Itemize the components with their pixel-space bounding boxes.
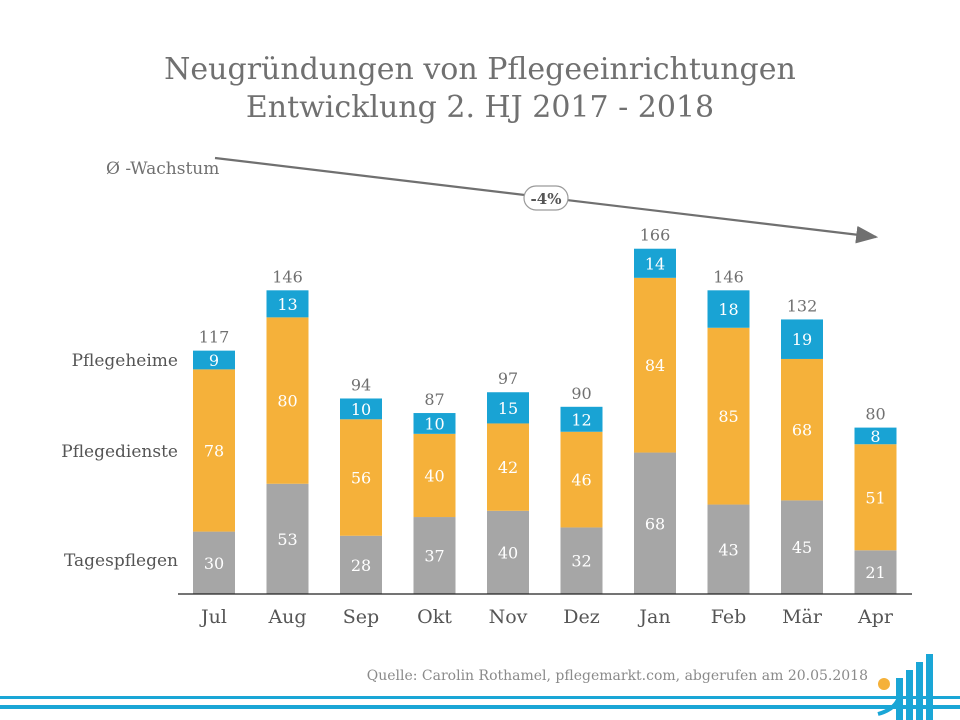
- total-label: 90: [571, 384, 591, 403]
- x-tick-label: Mär: [782, 606, 823, 628]
- chart-subtitle: Entwicklung 2. HJ 2017 - 2018: [245, 90, 715, 125]
- data-label: 46: [571, 471, 591, 490]
- footer-stripe: [0, 696, 960, 699]
- data-label: 18: [718, 300, 738, 319]
- legend-item: Pflegeheime: [72, 351, 178, 371]
- data-label: 30: [204, 554, 224, 573]
- data-label: 14: [645, 254, 665, 273]
- trend-badge: [523, 185, 569, 211]
- source-note: Quelle: Carolin Rothamel, pflegemarkt.co…: [366, 668, 868, 684]
- total-label: 80: [865, 405, 885, 424]
- data-label: 32: [571, 552, 591, 571]
- data-label: 68: [645, 514, 665, 533]
- x-tick-label: Dez: [563, 606, 600, 628]
- total-label: 146: [272, 267, 303, 286]
- total-label: 132: [787, 296, 818, 315]
- total-label: 94: [351, 375, 371, 394]
- data-label: 9: [209, 351, 219, 370]
- bar-segment-pflegedienste: [634, 277, 676, 453]
- bar-segment-pflegedienste: [487, 423, 529, 511]
- legend-item: Pflegedienste: [61, 442, 178, 462]
- total-label: 117: [199, 328, 230, 347]
- trend-annotation: Ø -Wachstum -4%: [106, 156, 879, 244]
- total-label: 166: [640, 226, 671, 245]
- bar-segment-pflegeheime: [266, 290, 309, 318]
- trend-label: Ø -Wachstum: [106, 159, 219, 179]
- footer-stripe: [0, 705, 960, 709]
- bar-segment-tagespflegen: [413, 517, 456, 594]
- data-label: 37: [424, 547, 444, 566]
- data-label: 53: [277, 530, 297, 549]
- data-label: 84: [645, 356, 665, 375]
- legend: Tagespflegen Pflegedienste Pflegeheime: [61, 351, 178, 571]
- data-label: 8: [870, 427, 880, 446]
- bar-segment-pflegeheime: [781, 319, 823, 359]
- data-label: 12: [571, 410, 591, 429]
- trend-value: -4%: [531, 190, 562, 208]
- data-label: 40: [424, 466, 444, 485]
- bar-segment-pflegedienste: [413, 433, 456, 518]
- total-label: 146: [713, 267, 744, 286]
- bar-segment-tagespflegen: [707, 504, 750, 594]
- data-label: 51: [865, 488, 885, 507]
- data-label: 42: [498, 458, 518, 477]
- x-tick-label: Apr: [857, 606, 894, 628]
- data-label: 10: [351, 400, 371, 419]
- x-tick-label: Nov: [489, 606, 528, 628]
- bar-segment-pflegedienste: [193, 369, 235, 532]
- bar-segment-tagespflegen: [854, 550, 897, 594]
- data-label: 15: [498, 399, 518, 418]
- bar-segment-pflegeheime: [854, 427, 897, 445]
- data-label: 13: [277, 295, 297, 314]
- x-tick-label: Feb: [711, 606, 747, 628]
- bar-segment-pflegeheime: [193, 350, 235, 370]
- x-tick-label: Jan: [637, 606, 670, 628]
- data-label: 45: [792, 538, 812, 557]
- x-tick-label: Jul: [199, 606, 227, 628]
- bar-segment-pflegeheime: [487, 392, 529, 424]
- x-tick-label: Sep: [343, 606, 379, 628]
- data-label: 40: [498, 543, 518, 562]
- bar-segment-tagespflegen: [266, 483, 309, 594]
- total-label: 87: [424, 390, 444, 409]
- bar-segment-pflegedienste: [781, 358, 823, 501]
- bar-segment-tagespflegen: [781, 500, 823, 594]
- data-label: 80: [277, 392, 297, 411]
- bar-segment-pflegeheime: [560, 406, 603, 432]
- x-tick-label: Okt: [417, 606, 452, 628]
- data-label: 68: [792, 421, 812, 440]
- bar-segment-tagespflegen: [487, 510, 529, 594]
- bar-segment-pflegedienste: [266, 317, 309, 484]
- data-label: 85: [718, 407, 738, 426]
- bar-segment-pflegedienste: [560, 431, 603, 528]
- bar-segment-tagespflegen: [193, 531, 235, 594]
- bar-segment-pflegedienste: [854, 444, 897, 551]
- data-label: 21: [865, 563, 885, 582]
- x-axis: Jul Aug Sep Okt Nov Dez Jan Feb Mär Apr: [178, 593, 912, 628]
- chart-title: Neugründungen von Pflegeeinrichtungen: [164, 52, 796, 87]
- bar-segment-tagespflegen: [634, 452, 676, 594]
- bar-segment-pflegedienste: [340, 419, 382, 536]
- bar-segment-pflegedienste: [707, 327, 750, 505]
- bar-segment-tagespflegen: [340, 535, 382, 594]
- bar-segment-pflegeheime: [413, 413, 456, 434]
- x-tick-label: Aug: [267, 606, 306, 628]
- data-label: 19: [792, 330, 812, 349]
- data-label: 28: [351, 556, 371, 575]
- data-label: 10: [424, 414, 444, 433]
- data-label: 56: [351, 469, 371, 488]
- brand-logo-icon: [877, 654, 933, 720]
- data-label: 43: [718, 540, 738, 559]
- legend-item: Tagespflegen: [64, 551, 178, 571]
- bars: 30 78 9 117 53 80 13 146 28 56 10 94 37 40 10 87 40 42 15 9…: [193, 226, 897, 594]
- bar-segment-pflegeheime: [340, 398, 382, 420]
- bar-segment-tagespflegen: [560, 527, 603, 594]
- bar-segment-pflegeheime: [634, 248, 676, 278]
- data-label: 78: [204, 441, 224, 460]
- total-label: 97: [498, 369, 518, 388]
- bar-segment-pflegeheime: [707, 290, 750, 328]
